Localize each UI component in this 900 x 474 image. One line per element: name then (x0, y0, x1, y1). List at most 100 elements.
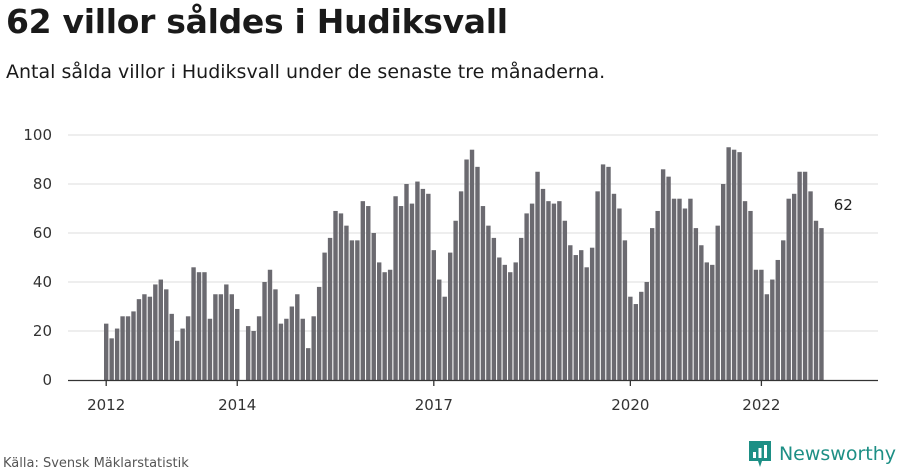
bar (715, 225, 720, 380)
x-tick-label: 2022 (742, 396, 780, 414)
bar (639, 291, 644, 380)
bar (813, 220, 819, 380)
bar (699, 245, 704, 380)
bar (349, 240, 355, 380)
bar (535, 171, 540, 380)
bar (202, 272, 207, 380)
bar (109, 338, 114, 380)
source-note: Källa: Svensk Mäklarstatistik (3, 456, 189, 471)
bar (655, 210, 660, 380)
bar (147, 296, 153, 380)
bar (529, 203, 535, 380)
bar (426, 193, 431, 380)
bar (136, 299, 142, 380)
bar (251, 331, 256, 380)
bar (633, 304, 639, 380)
bar (557, 201, 562, 380)
bar (393, 196, 398, 380)
bar (338, 213, 344, 380)
bar (278, 323, 284, 380)
bar (300, 318, 305, 380)
bar (224, 284, 229, 380)
bar (207, 318, 213, 380)
bar (464, 159, 469, 380)
bar (196, 272, 202, 380)
bar (693, 228, 699, 380)
bar (808, 191, 813, 380)
bar (600, 164, 606, 380)
bar (759, 269, 764, 380)
bar (142, 294, 147, 380)
y-tick-label: 20 (33, 322, 52, 340)
y-tick-label: 80 (33, 175, 52, 193)
bar (164, 289, 169, 380)
bar (469, 149, 475, 380)
bar (660, 169, 666, 380)
bar (120, 316, 125, 380)
y-tick-label: 100 (23, 126, 52, 144)
bar (518, 237, 524, 380)
bar (289, 306, 295, 380)
bar (704, 262, 709, 380)
bar (158, 279, 163, 380)
brand-logo[interactable]: Newsworthy (747, 439, 896, 469)
bar (262, 282, 267, 380)
bar (573, 255, 578, 380)
bar (284, 318, 289, 380)
bar (185, 316, 191, 380)
bar (415, 181, 420, 380)
bar (720, 184, 726, 380)
bar (125, 316, 131, 380)
bar (431, 250, 436, 380)
bar (568, 245, 573, 380)
bar (671, 198, 677, 380)
highlight-value-label: 62 (834, 196, 853, 214)
bar (333, 210, 338, 380)
chart-title: 62 villor såldes i Hudiksvall (6, 2, 508, 41)
bar (753, 269, 759, 380)
bar (513, 262, 518, 380)
bar (420, 188, 426, 380)
bar (775, 259, 780, 380)
axes (68, 379, 878, 386)
newsworthy-logo-icon (748, 441, 771, 467)
bar (797, 171, 802, 380)
bar (781, 240, 786, 380)
bar (748, 210, 753, 380)
bar (322, 252, 327, 380)
bar (475, 166, 480, 380)
bars (104, 147, 824, 380)
bar (398, 206, 404, 380)
bar (344, 225, 349, 380)
bar (731, 149, 737, 380)
bar (355, 240, 360, 380)
bar (273, 289, 278, 380)
bar (595, 191, 600, 380)
bar (786, 198, 791, 380)
brand-name: Newsworthy (778, 443, 896, 465)
bar (644, 282, 649, 380)
bar (327, 237, 333, 380)
bar (218, 294, 224, 380)
bar (235, 308, 240, 380)
bar (650, 228, 655, 380)
y-tick-label: 0 (42, 371, 52, 389)
bar (606, 166, 611, 380)
bar (229, 294, 234, 380)
bar (584, 267, 589, 380)
bar (742, 201, 748, 380)
bar (104, 323, 109, 380)
bar (764, 294, 770, 380)
bar (377, 262, 382, 380)
bar (688, 198, 693, 380)
bar (480, 206, 486, 380)
bar (437, 279, 442, 380)
bar (306, 348, 311, 380)
bar (791, 193, 797, 380)
bar (360, 201, 366, 380)
bar (546, 201, 551, 380)
bar (628, 296, 633, 380)
bar (611, 193, 617, 380)
bar (174, 340, 180, 380)
bar (114, 328, 120, 380)
